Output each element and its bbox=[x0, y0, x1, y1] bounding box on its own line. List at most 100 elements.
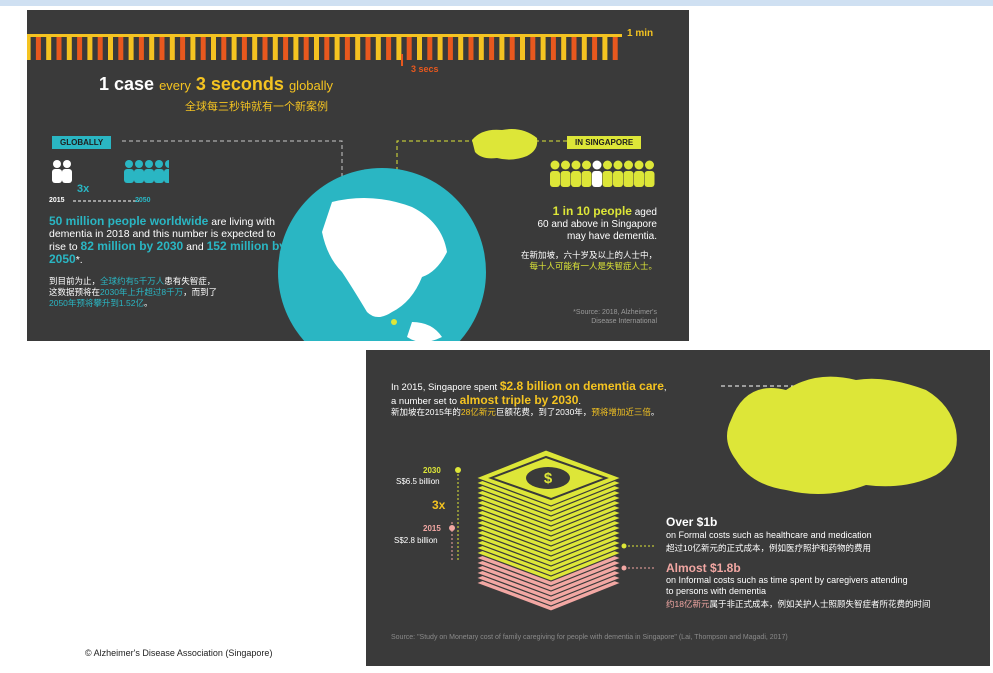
cost-cn-3: 巨额花费，到了2030年， bbox=[495, 407, 592, 417]
value-2030-label: S$6.5 billion bbox=[396, 477, 440, 486]
year-2015-label: 2015 bbox=[423, 524, 441, 533]
timeline-tick bbox=[581, 34, 587, 60]
singapore-map-icon bbox=[472, 129, 538, 160]
timeline-tick bbox=[118, 34, 124, 60]
person-icon bbox=[613, 160, 623, 170]
person-icon-body bbox=[613, 171, 623, 187]
person-icon bbox=[603, 160, 612, 170]
person-icon-body bbox=[571, 171, 581, 187]
person-icon bbox=[624, 160, 633, 170]
global-cn-7: 2050年预将攀升到1.52亿 bbox=[49, 298, 144, 308]
multiplier-global: 3x bbox=[77, 183, 90, 195]
informal-cost-cn: 约18亿新元属于非正式成本，例如关护人士照顾失智症者所花费的时间 bbox=[666, 598, 930, 610]
timeline-tick bbox=[128, 34, 134, 60]
person-icon-body bbox=[550, 171, 560, 187]
timeline-ticks bbox=[27, 34, 622, 66]
year-2050-global: 2050 bbox=[135, 197, 151, 204]
timeline-marker-label: 3 secs bbox=[411, 64, 439, 74]
timeline-bar bbox=[27, 34, 622, 37]
value-2015-label: S$2.8 billion bbox=[394, 536, 438, 545]
singapore-tag: IN SINGAPORE bbox=[567, 136, 642, 149]
person-icon bbox=[582, 160, 591, 170]
timeline-tick bbox=[437, 34, 443, 60]
person-icon-body bbox=[581, 171, 592, 187]
timeline-tick bbox=[211, 34, 216, 60]
timeline-tick bbox=[417, 34, 422, 60]
cost-cn-4: 预将增加近三倍 bbox=[591, 407, 651, 417]
timeline-tick bbox=[169, 34, 175, 60]
year-2015-global: 2015 bbox=[49, 197, 65, 204]
timeline-tick bbox=[458, 34, 464, 60]
timeline-tick bbox=[231, 34, 237, 60]
dollar-sign-glyph: $ bbox=[544, 470, 553, 487]
top-bar bbox=[0, 0, 993, 6]
timeline-tick bbox=[149, 34, 155, 60]
headline-seconds: 3 seconds bbox=[195, 74, 284, 94]
person-icon-body bbox=[134, 169, 144, 183]
global-text-highlight-1: 50 million people worldwide bbox=[49, 214, 209, 228]
person-icon-body bbox=[602, 171, 613, 187]
global-cn-8: 。 bbox=[143, 298, 153, 308]
timeline-tick bbox=[602, 34, 608, 60]
headline-case: 1 case bbox=[99, 74, 155, 94]
globe-illustration bbox=[278, 168, 486, 341]
headline-every: every bbox=[159, 78, 191, 93]
timeline-tick bbox=[35, 34, 41, 60]
timeline-tick bbox=[314, 34, 319, 60]
timeline-tick bbox=[530, 34, 536, 60]
timeline-tick bbox=[355, 34, 361, 60]
global-text-highlight-3: 152 million by 2050 bbox=[49, 239, 286, 266]
formal-cost-cn: 超过10亿新元的正式成本，例如医疗照护和药物的费用 bbox=[666, 543, 871, 553]
global-description-cn: 到目前为止，全球约有5千万人患有失智症， 这数据预将在2030年上升超过8千万，… bbox=[49, 276, 279, 309]
global-text-3: living with dementia in 2018 and this nu… bbox=[49, 216, 275, 240]
person-icon bbox=[125, 160, 133, 168]
people-icon-group-global bbox=[52, 160, 169, 202]
timeline-tick bbox=[509, 34, 515, 60]
headline: 1 case every 3 seconds globally bbox=[99, 74, 333, 95]
global-text-6: and bbox=[186, 241, 204, 253]
informal-text-1: on Informal costs such as time spent by … bbox=[666, 575, 908, 585]
timeline-tick bbox=[159, 34, 165, 60]
global-text-4: expected to rise to bbox=[49, 228, 276, 253]
timeline-tick bbox=[540, 34, 546, 60]
informal-cost-text: on Informal costs such as time spent by … bbox=[666, 575, 976, 597]
source-1-line1: *Source: 2018, Alzheimer's bbox=[573, 309, 657, 316]
timeline-tick bbox=[375, 34, 381, 60]
timeline-tick bbox=[344, 34, 350, 60]
global-cn-5: 2030年上升超过8千万 bbox=[100, 287, 184, 297]
timeline-tick bbox=[56, 34, 62, 60]
cost-intro-highlight-1: $2.8 billion on dementia care bbox=[499, 379, 664, 393]
cost-cn-1: 新加坡在2015年的 bbox=[391, 407, 461, 417]
timeline-tick bbox=[138, 34, 144, 60]
cost-cn-2: 28亿新元 bbox=[460, 407, 496, 417]
person-icon bbox=[550, 160, 560, 170]
source-note-1: *Source: 2018, Alzheimer's Disease Inter… bbox=[527, 308, 657, 326]
informal-text-2: to persons with dementia bbox=[666, 586, 767, 596]
timeline-tick bbox=[293, 34, 299, 60]
timeline-tick bbox=[406, 34, 412, 60]
singapore-cost-panel: In 2015, Singapore spent $2.8 billion on… bbox=[366, 350, 990, 666]
timeline-tick bbox=[180, 34, 186, 60]
person-icon-body bbox=[154, 169, 164, 183]
sg-text-3: 60 and above in Singapore bbox=[537, 219, 657, 230]
timeline-tick bbox=[489, 34, 495, 60]
informal-cn-2: 属于非正式成本，例如关护人士照顾失智症者所花费的时间 bbox=[709, 599, 931, 609]
timeline-tick bbox=[365, 34, 371, 60]
person-icon-body bbox=[644, 171, 655, 187]
global-text-highlight-2: 82 million by 2030 bbox=[80, 239, 184, 253]
cost-graphics: $ bbox=[449, 376, 957, 612]
person-icon bbox=[135, 160, 143, 168]
person-icon-body bbox=[623, 171, 634, 187]
global-cn-2: 全球约有5千万人 bbox=[100, 276, 165, 286]
timeline-tick bbox=[221, 34, 227, 60]
timeline-tick bbox=[334, 34, 340, 60]
timeline-tick bbox=[499, 34, 505, 60]
cost-intro: In 2015, Singapore spent $2.8 billion on… bbox=[391, 380, 751, 408]
person-icon-body bbox=[560, 171, 571, 187]
timeline-tick bbox=[97, 34, 103, 60]
source-1-line2: Disease International bbox=[591, 318, 657, 325]
cost-cn-5: 。 bbox=[650, 407, 660, 417]
timeline-tick bbox=[283, 34, 289, 60]
person-icon bbox=[165, 160, 169, 168]
person-icon-body bbox=[124, 169, 134, 183]
